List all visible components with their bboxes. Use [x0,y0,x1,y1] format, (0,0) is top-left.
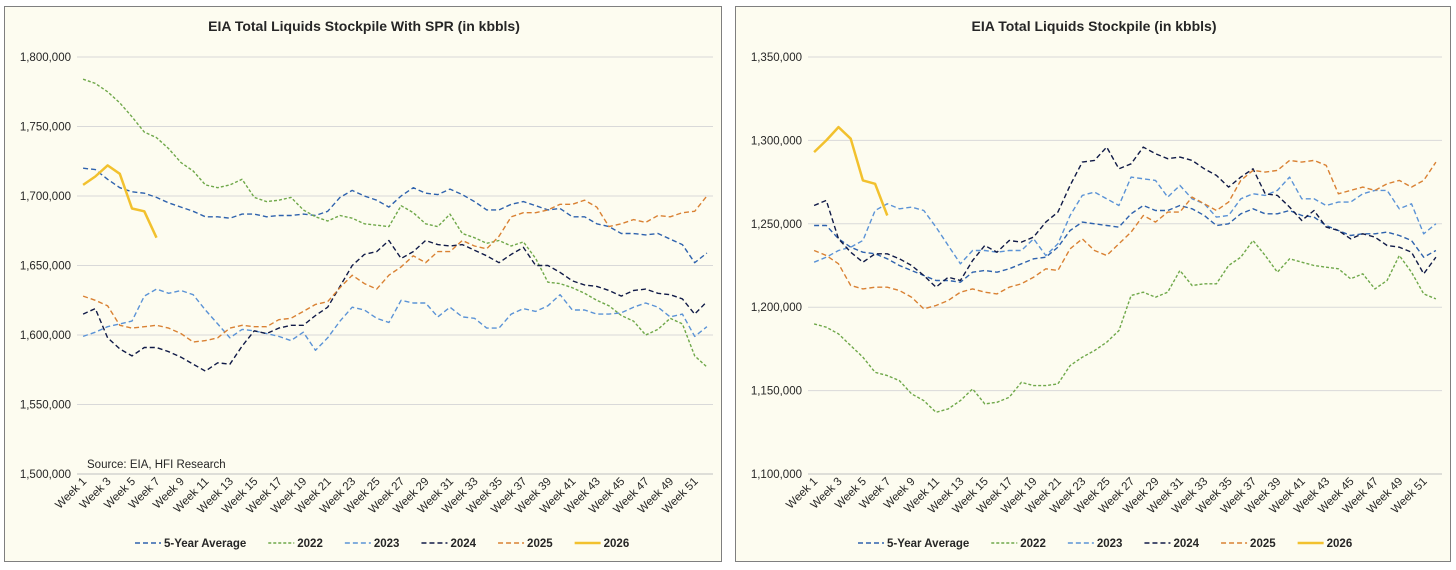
chart-title: EIA Total Liquids Stockpile With SPR (in… [208,18,520,34]
legend-label: 2022 [1020,538,1046,550]
legend-item-2026: 2026 [1297,538,1353,550]
y-tick-label: 1,350,000 [751,52,802,64]
legend-item-2022: 2022 [268,538,323,550]
series-line-5-year-average [814,204,1437,283]
chart-title: EIA Total Liquids Stockpile (in kbbls) [971,18,1216,34]
legend-label: 2024 [450,538,476,550]
chart-with-spr-svg: EIA Total Liquids Stockpile With SPR (in… [20,18,713,550]
y-tick-label: 1,100,000 [751,469,802,481]
legend-label: 2025 [1250,538,1276,550]
legend-item-2025: 2025 [1221,538,1276,550]
legend-item-2023: 2023 [344,538,400,550]
y-tick-label: 1,300,000 [751,135,802,147]
legend-item-5-year-average: 5-Year Average [135,538,246,550]
legend-label: 2026 [1327,538,1353,550]
chart-panel-total-liquids: EIA Total Liquids Stockpile (in kbbls) 1,… [735,6,1451,562]
legend-item-2023: 2023 [1067,538,1123,550]
series-line-2023 [813,176,1437,265]
series-line-2023 [82,288,708,351]
legend-item-2026: 2026 [574,538,630,550]
legend-item-2024: 2024 [1144,538,1200,550]
series-line-2025 [813,159,1437,310]
legend-label: 2025 [527,538,553,550]
series-line-5-year-average [83,167,708,264]
legend-label: 2023 [1097,538,1123,550]
y-tick-label: 1,500,000 [20,469,71,481]
series-line-2022 [813,239,1437,413]
legend-item-2022: 2022 [991,538,1046,550]
legend-label: 2023 [374,538,400,550]
legend-label: 5-Year Average [887,538,969,550]
chart-total-liquids-svg: EIA Total Liquids Stockpile (in kbbls) 1,… [751,18,1442,550]
legend-item-5-year-average: 5-Year Average [858,538,969,550]
y-tick-label: 1,550,000 [20,400,71,412]
y-tick-label: 1,600,000 [20,330,71,342]
y-tick-label: 1,250,000 [751,219,802,231]
y-tick-label: 1,150,000 [751,386,802,398]
legend-label: 2024 [1173,538,1199,550]
legend-item-2025: 2025 [498,538,553,550]
series-line-2025 [82,195,708,343]
chart-panel-with-spr: EIA Total Liquids Stockpile With SPR (in… [4,6,722,562]
y-tick-label: 1,700,000 [20,191,71,203]
source-note: Source: EIA, HFI Research [87,459,226,471]
y-tick-label: 1,650,000 [20,261,71,273]
y-tick-label: 1,200,000 [751,302,802,314]
y-tick-label: 1,750,000 [20,122,71,134]
legend-item-2024: 2024 [421,538,477,550]
legend-label: 5-Year Average [164,538,246,550]
series-line-2022 [82,78,708,368]
series-line-2026 [813,125,889,216]
series-line-2024 [82,239,708,372]
legend-label: 2022 [297,538,323,550]
y-tick-label: 1,800,000 [20,52,71,64]
series-line-2026 [82,164,158,239]
legend-label: 2026 [604,538,630,550]
series-line-2024 [813,146,1437,288]
